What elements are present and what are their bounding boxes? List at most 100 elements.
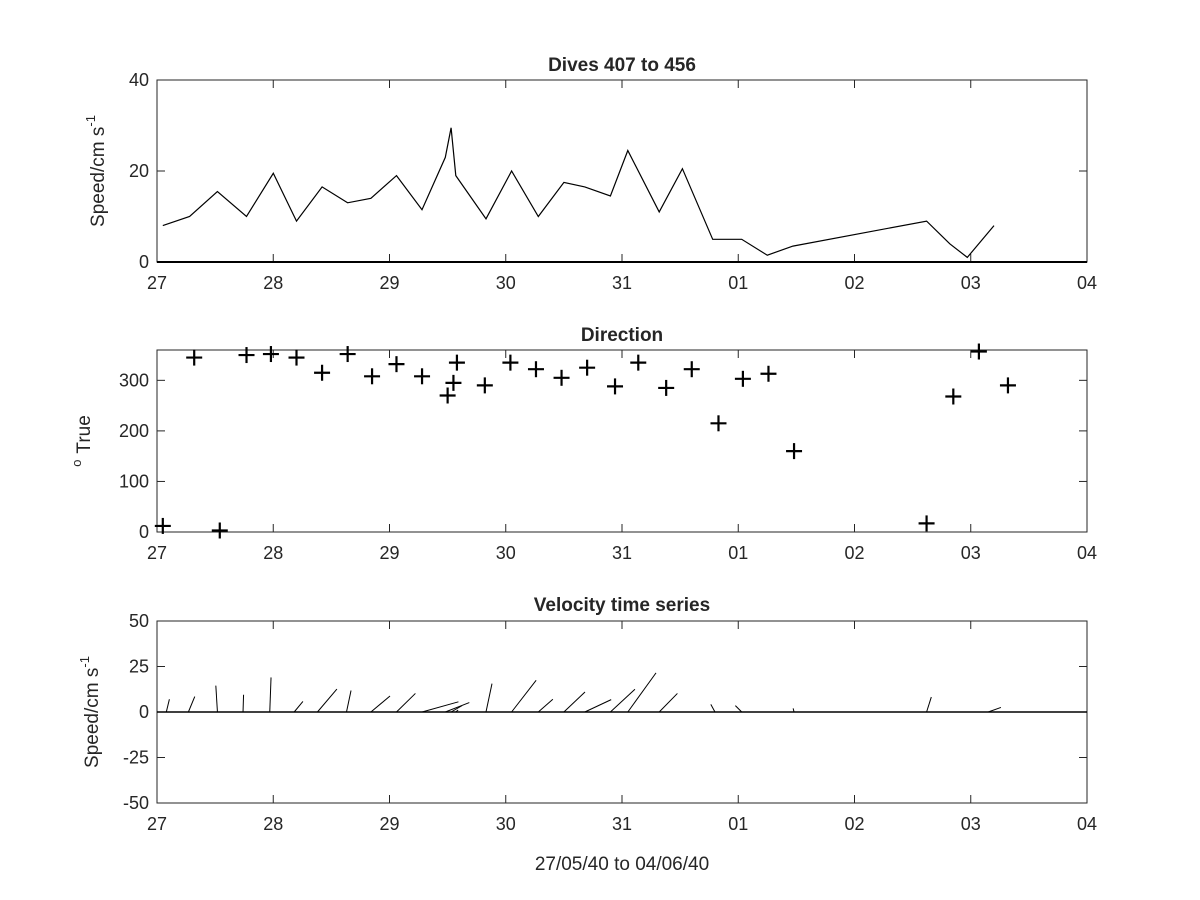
velocity-panel: Velocity time series Speed/cm s-1 27 28 29… <box>77 595 1097 834</box>
speed-ylabel: Speed/cm s-1 <box>83 115 109 227</box>
velocity-xtick-label: 29 <box>379 814 399 834</box>
direction-xtick-label: 04 <box>1077 543 1097 563</box>
direction-xtick-label: 02 <box>844 543 864 563</box>
speed-xtick-label: 28 <box>263 273 283 293</box>
velocity-stick <box>445 702 470 713</box>
direction-ytick-label: 300 <box>119 370 149 390</box>
velocity-xtick-label: 31 <box>612 814 632 834</box>
direction-point <box>579 359 596 376</box>
speed-plot-content: 27 28 29 30 31 01 02 03 04 0 20 40 <box>129 70 1097 293</box>
speed-xtick-label: 02 <box>844 273 864 293</box>
direction-point <box>339 346 356 363</box>
velocity-xtick-label: 03 <box>961 814 981 834</box>
velocity-stick <box>317 688 338 713</box>
direction-ytick-label: 100 <box>119 471 149 491</box>
direction-xtick-label: 27 <box>147 543 167 563</box>
velocity-stick <box>792 708 795 713</box>
velocity-xtick-label: 01 <box>728 814 748 834</box>
direction-point <box>999 377 1016 394</box>
speed-xtick-label: 29 <box>379 273 399 293</box>
velocity-ytick-label: -25 <box>123 748 149 768</box>
velocity-xtick-label: 04 <box>1077 814 1097 834</box>
direction-point <box>918 515 935 532</box>
direction-xtick-label: 01 <box>728 543 748 563</box>
direction-xtick-label: 03 <box>961 543 981 563</box>
direction-ytick-label: 200 <box>119 421 149 441</box>
velocity-stick <box>710 704 716 713</box>
direction-point <box>364 368 381 385</box>
speed-xtick-label: 30 <box>496 273 516 293</box>
velocity-stick <box>511 680 537 713</box>
velocity-xtick-label: 30 <box>496 814 516 834</box>
direction-point <box>439 387 456 404</box>
velocity-stick <box>584 699 612 713</box>
speed-xtick-label: 03 <box>961 273 981 293</box>
direction-point <box>154 517 171 534</box>
direction-ylabel: oTrue <box>69 415 95 467</box>
direction-axes-frame <box>156 349 1088 533</box>
velocity-stick <box>269 677 272 713</box>
speed-ytick-label: 0 <box>139 252 149 272</box>
velocity-stick <box>485 683 493 713</box>
velocity-ylabel: Speed/cm s-1 <box>77 656 103 768</box>
direction-point <box>211 522 228 539</box>
velocity-stick <box>293 701 304 713</box>
velocity-xtick-label: 28 <box>263 814 283 834</box>
velocity-ytick-label: 50 <box>129 611 149 631</box>
direction-xtick-label: 30 <box>496 543 516 563</box>
speed-xtick-label: 31 <box>612 273 632 293</box>
direction-panel: Direction oTrue 27 28 29 30 31 01 02 03 04 0 100 20… <box>69 325 1097 563</box>
direction-point <box>734 370 751 387</box>
velocity-stick <box>658 693 678 713</box>
velocity-stick <box>450 705 463 713</box>
speed-xtick-label: 04 <box>1077 273 1097 293</box>
velocity-stick <box>187 696 196 713</box>
velocity-stick <box>988 706 1002 713</box>
velocity-stick <box>926 696 932 713</box>
velocity-ytick-label: 0 <box>139 702 149 722</box>
direction-point <box>658 379 675 396</box>
velocity-title: Velocity time series <box>534 595 710 616</box>
direction-point <box>186 349 203 366</box>
velocity-stick <box>537 698 554 713</box>
velocity-stick <box>735 705 743 713</box>
direction-point <box>414 368 431 385</box>
velocity-stick <box>345 690 352 713</box>
direction-ytick-label: 0 <box>139 522 149 542</box>
velocity-plot-content: 27 28 29 30 31 01 02 03 04 50 25 0 -25 -50 <box>123 611 1097 834</box>
direction-point <box>945 388 962 405</box>
direction-point <box>288 349 305 366</box>
direction-point <box>786 443 803 460</box>
velocity-xtick-label: 02 <box>844 814 864 834</box>
direction-point <box>760 365 777 382</box>
velocity-ytick-label: -50 <box>123 793 149 813</box>
direction-title: Direction <box>581 325 663 346</box>
direction-point <box>262 346 279 363</box>
velocity-stick <box>610 688 636 713</box>
direction-xtick-label: 28 <box>263 543 283 563</box>
direction-point <box>314 364 331 381</box>
direction-point <box>502 354 519 371</box>
velocity-stick <box>563 691 586 713</box>
direction-point <box>445 374 462 391</box>
velocity-stick <box>370 695 391 713</box>
velocity-xtick-label: 27 <box>147 814 167 834</box>
velocity-stick <box>242 694 245 713</box>
speed-panel: Dives 407 to 456 Speed/cm s-1 27 28 29 30 31… <box>83 55 1097 293</box>
speed-xtick-label: 01 <box>728 273 748 293</box>
direction-point <box>710 415 727 432</box>
velocity-stick <box>215 685 218 713</box>
direction-xtick-label: 29 <box>379 543 399 563</box>
velocity-stick <box>627 672 657 713</box>
direction-plot-content: 27 28 29 30 31 01 02 03 04 0 100 200 300 <box>119 343 1097 563</box>
direction-xtick-label: 31 <box>612 543 632 563</box>
velocity-stick <box>455 709 459 713</box>
figure-xlabel: 27/05/40 to 04/06/40 <box>535 854 709 875</box>
direction-point <box>527 361 544 378</box>
speed-series-line <box>162 127 995 259</box>
direction-point <box>630 354 647 371</box>
velocity-stick <box>396 693 416 713</box>
direction-point <box>448 354 465 371</box>
direction-point <box>553 369 570 386</box>
